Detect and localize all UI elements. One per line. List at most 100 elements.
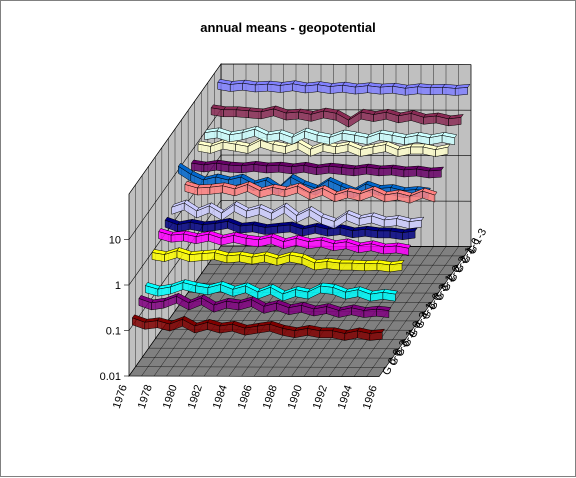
series-ribbon-front [242,82,256,93]
series-ribbon-front [209,185,223,195]
series-ribbon-front [170,233,184,243]
series-ribbon-front [253,164,267,174]
series-ribbon-front [429,87,443,96]
series-ribbon-front [229,82,243,92]
floor-gridline [128,375,380,377]
series-ribbon-front [197,187,211,196]
series-ribbon-top [339,259,355,264]
series-ribbon-front [379,85,393,95]
series-ribbon-front [364,229,378,239]
series-ribbon-front [204,130,218,140]
y-tick-label: 0.01 [100,371,121,383]
series-ribbon-front [389,230,403,240]
y-tick-label: 0.1 [106,326,121,338]
series-ribbon-front [417,86,431,96]
series-ribbon-front [408,219,422,229]
series-ribbon-front [352,229,366,239]
floor-gridline [142,357,393,359]
series-ribbon-front [376,308,390,318]
series-ribbon-front [454,87,468,96]
series-ribbon-front [266,164,280,174]
series-ribbon-front [410,146,424,155]
series-ribbon-front [235,109,249,119]
series-ribbon-front [285,111,299,121]
floor-gridline [148,347,399,350]
series-ribbon-front [189,253,203,262]
series-ribbon-front [277,224,291,234]
series-ribbon-front [254,83,268,93]
series-ribbon-front [366,166,380,177]
x-tick-label: 1984 [211,383,230,410]
series-ribbon-front [326,261,340,271]
series-ribbon-front [382,292,396,302]
x-tick-label: 1978 [136,383,155,410]
series-ribbon-front [201,252,215,261]
series-ribbon-front [369,331,383,341]
series-ribbon-front [267,83,281,93]
series-ribbon-front [402,230,416,240]
x-tick-label: 1996 [361,384,380,411]
series-ribbon-front [304,84,318,94]
series-ribbon-top [319,327,335,332]
chart-title: annual means - geopotential [200,20,376,35]
series-ribbon-front [363,308,377,318]
series-ribbon-front [395,245,409,256]
x-tick-label: 1982 [186,383,205,410]
wall-gridline-major [128,63,472,195]
y-tick-label: 10 [109,235,121,247]
series-ribbon-front [423,115,437,125]
series-ribbon-front [339,262,353,271]
series-ribbon-top [223,106,239,111]
series-ribbon-front [316,165,330,176]
series-ribbon-front [354,85,368,95]
series-ribbon-front [328,165,342,175]
series-ribbon-front [144,320,158,330]
series-ribbon-front [367,85,381,95]
series-ribbon-front [320,285,334,295]
series-ribbon-front [327,227,341,237]
series-ribbon-front [377,230,391,239]
x-tick-label: 1988 [261,384,280,411]
series-ribbon-front [279,83,293,93]
series-ribbon-front [404,86,418,96]
series-ribbon-front [291,165,305,175]
series-ribbon-front [383,218,397,228]
x-tick-label: 1976 [111,383,130,410]
floor-gridline [135,366,386,368]
series-ribbon-front [441,135,455,146]
series-ribbon-front [378,167,392,177]
series-ribbon-front [383,245,397,255]
x-tick-label: 1990 [286,384,305,411]
x-tick-label: 1994 [336,384,355,411]
series-ribbon-front [353,166,367,177]
series-ribbon-front [389,263,403,273]
series-ribbon-top [410,143,426,148]
floor-gridline [194,282,445,285]
x-tick-label: 1980 [161,383,180,410]
wall-gridline-major [128,154,472,286]
y-tick-label: 1 [115,280,121,292]
series-ribbon-front [278,164,292,175]
series-ribbon-front [245,238,259,248]
series-ribbon-front [228,164,242,174]
series-ribbon-front [364,262,378,272]
x-tick-label: 1986 [236,384,255,411]
series-ribbon-front [351,262,365,272]
series-ribbon-front [203,162,217,173]
series-ribbon-front [226,254,240,264]
series-ribbon-front [341,167,355,177]
series-ribbon-front [442,87,456,96]
series-ribbon-front [202,223,216,232]
series-ribbon-front [435,146,449,158]
series-ribbon-front [403,168,417,178]
series-ribbon-front [329,84,343,94]
series-ribbon-front [308,239,322,249]
x-tick-label: 1992 [311,384,330,411]
series-ribbon-front [428,169,442,179]
floor-gridline [201,273,452,275]
series-ribbon-front [239,224,253,234]
series-ribbon-front [223,109,237,118]
series-ribbon-front [319,330,333,339]
